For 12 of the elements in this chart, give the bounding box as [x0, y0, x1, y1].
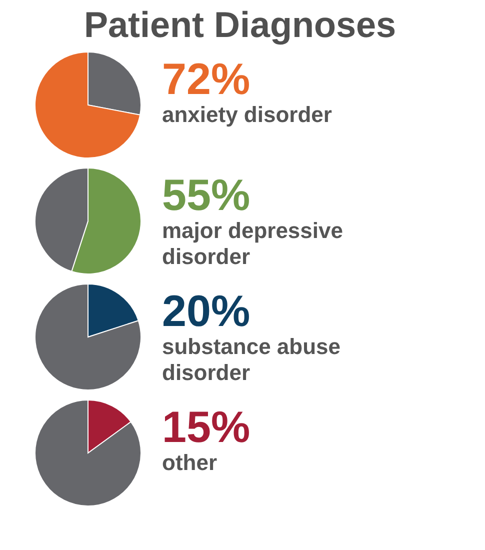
pie-slice: [34, 284, 142, 390]
slice-label: other: [162, 450, 218, 475]
slice-label: substance abuse disorder: [162, 334, 341, 385]
chart-title: Patient Diagnoses: [84, 4, 396, 45]
pie-slice: [34, 52, 141, 158]
data-label: 72%: [162, 55, 250, 104]
pie-slice: [34, 400, 142, 506]
data-label: 55%: [162, 171, 250, 220]
data-label: 20%: [162, 287, 250, 336]
slice-label: major depressive disorder: [162, 218, 343, 269]
data-label: 15%: [162, 403, 250, 452]
slice-label: anxiety disorder: [162, 102, 332, 127]
